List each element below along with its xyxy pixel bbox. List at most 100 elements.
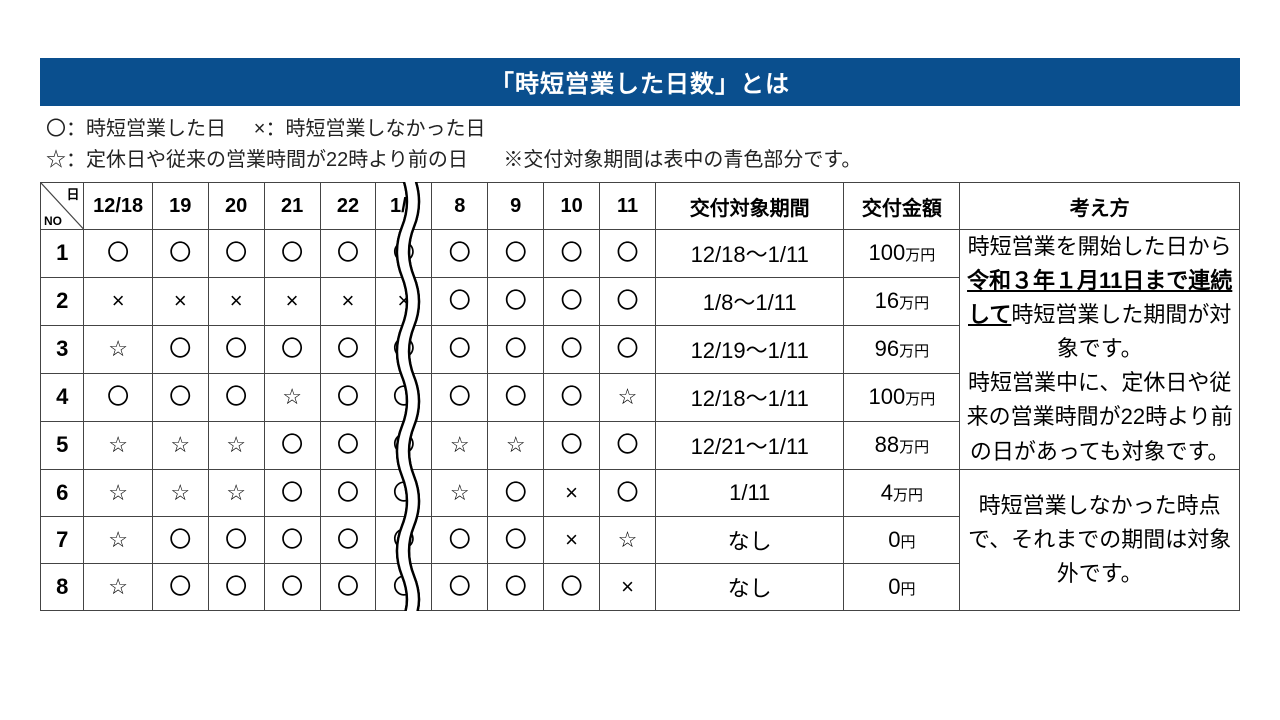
header-day: 9 (488, 183, 544, 230)
legend-note: ※交付対象期間は表中の青色部分です。 (503, 145, 861, 176)
day-cell: 〇 (84, 373, 152, 421)
legend-circle: 〇：時短営業した日 (46, 118, 226, 140)
row-no: 2 (41, 277, 84, 325)
day-cell: ☆ (488, 421, 544, 469)
legend-star: ☆：定休日や従来の営業時間が22時より前の日 (46, 149, 468, 171)
day-cell: 〇 (264, 325, 320, 373)
amount-cell: 96万円 (844, 325, 960, 373)
day-cell: 〇 (152, 325, 208, 373)
note-bottom: 時短営業しなかった時点で、それまでの期間は対象外です。 (960, 469, 1240, 610)
amount-cell: 100万円 (844, 373, 960, 421)
day-cell: 〇 (208, 516, 264, 563)
table-wrap: 日 NO 12/18 19 20 21 22 1/7 8 9 10 11 交付対… (40, 182, 1240, 611)
day-cell: ☆ (208, 421, 264, 469)
title-bar: 「時短営業した日数」とは (40, 58, 1240, 106)
row-no: 5 (41, 421, 84, 469)
period-cell: 12/21～1/11 (655, 421, 843, 469)
day-cell: ☆ (432, 421, 488, 469)
day-cell: 〇 (600, 325, 656, 373)
header-day: 11 (600, 183, 656, 230)
day-cell: × (544, 516, 600, 563)
amount-cell: 0円 (844, 563, 960, 610)
day-cell: 〇 (264, 469, 320, 516)
header-day-label: 日 (66, 184, 79, 203)
day-cell: 〇 (320, 325, 376, 373)
note-top: 時短営業を開始した日から令和３年１月11日まで連続して時短営業した期間が対象です… (960, 230, 1240, 470)
row-no: 7 (41, 516, 84, 563)
legend-block: 〇：時短営業した日 ×：時短営業しなかった日 ☆：定休日や従来の営業時間が22時… (46, 114, 1240, 176)
header-row: 日 NO 12/18 19 20 21 22 1/7 8 9 10 11 交付対… (41, 183, 1240, 230)
amount-cell: 100万円 (844, 230, 960, 278)
schedule-table: 日 NO 12/18 19 20 21 22 1/7 8 9 10 11 交付対… (40, 182, 1240, 611)
day-cell: 〇 (432, 516, 488, 563)
day-cell: 〇 (488, 563, 544, 610)
day-cell: ☆ (208, 469, 264, 516)
day-cell: 〇 (376, 469, 432, 516)
period-cell: 1/11 (655, 469, 843, 516)
day-cell: 〇 (264, 421, 320, 469)
day-cell: 〇 (488, 325, 544, 373)
header-day: 22 (320, 183, 376, 230)
day-cell: 〇 (376, 325, 432, 373)
day-cell: 〇 (432, 563, 488, 610)
day-cell: 〇 (600, 277, 656, 325)
day-cell: 〇 (264, 516, 320, 563)
day-cell: 〇 (376, 373, 432, 421)
day-cell: 〇 (432, 373, 488, 421)
day-cell: ☆ (152, 469, 208, 516)
header-day: 19 (152, 183, 208, 230)
day-cell: 〇 (320, 421, 376, 469)
day-cell: ☆ (84, 469, 152, 516)
day-cell: 〇 (376, 421, 432, 469)
day-cell: 〇 (208, 563, 264, 610)
table-row: 6☆☆☆〇〇〇☆〇×〇1/114万円時短営業しなかった時点で、それまでの期間は対… (41, 469, 1240, 516)
day-cell: 〇 (600, 230, 656, 278)
header-day: 1/7 (376, 183, 432, 230)
day-cell: 〇 (376, 563, 432, 610)
day-cell: 〇 (320, 516, 376, 563)
row-no: 1 (41, 230, 84, 278)
header-day: 10 (544, 183, 600, 230)
amount-cell: 16万円 (844, 277, 960, 325)
day-cell: ☆ (600, 373, 656, 421)
row-no: 6 (41, 469, 84, 516)
day-cell: × (152, 277, 208, 325)
day-cell: 〇 (600, 421, 656, 469)
legend-cross: ×：時短営業しなかった日 (254, 118, 486, 140)
day-cell: 〇 (488, 230, 544, 278)
day-cell: 〇 (600, 469, 656, 516)
day-cell: × (84, 277, 152, 325)
table-row: 1〇〇〇〇〇〇〇〇〇〇12/18～1/11100万円時短営業を開始した日から令和… (41, 230, 1240, 278)
day-cell: 〇 (544, 563, 600, 610)
row-no: 4 (41, 373, 84, 421)
period-cell: 12/18～1/11 (655, 230, 843, 278)
day-cell: ☆ (84, 516, 152, 563)
day-cell: ☆ (264, 373, 320, 421)
day-cell: 〇 (544, 421, 600, 469)
header-no: 日 NO (41, 183, 84, 230)
day-cell: 〇 (152, 516, 208, 563)
period-cell: なし (655, 516, 843, 563)
day-cell: 〇 (432, 277, 488, 325)
period-cell: 12/19～1/11 (655, 325, 843, 373)
row-no: 3 (41, 325, 84, 373)
day-cell: 〇 (264, 230, 320, 278)
day-cell: 〇 (544, 325, 600, 373)
period-cell: 1/8～1/11 (655, 277, 843, 325)
period-cell: 12/18～1/11 (655, 373, 843, 421)
day-cell: 〇 (488, 373, 544, 421)
amount-cell: 0円 (844, 516, 960, 563)
day-cell: ☆ (84, 325, 152, 373)
day-cell: ☆ (432, 469, 488, 516)
day-cell: ☆ (600, 516, 656, 563)
header-note: 考え方 (960, 183, 1240, 230)
header-day: 21 (264, 183, 320, 230)
header-amount: 交付金額 (844, 183, 960, 230)
day-cell: 〇 (488, 516, 544, 563)
day-cell: ☆ (84, 421, 152, 469)
day-cell: 〇 (152, 230, 208, 278)
day-cell: 〇 (320, 373, 376, 421)
day-cell: 〇 (488, 277, 544, 325)
day-cell: 〇 (432, 230, 488, 278)
day-cell: 〇 (544, 230, 600, 278)
